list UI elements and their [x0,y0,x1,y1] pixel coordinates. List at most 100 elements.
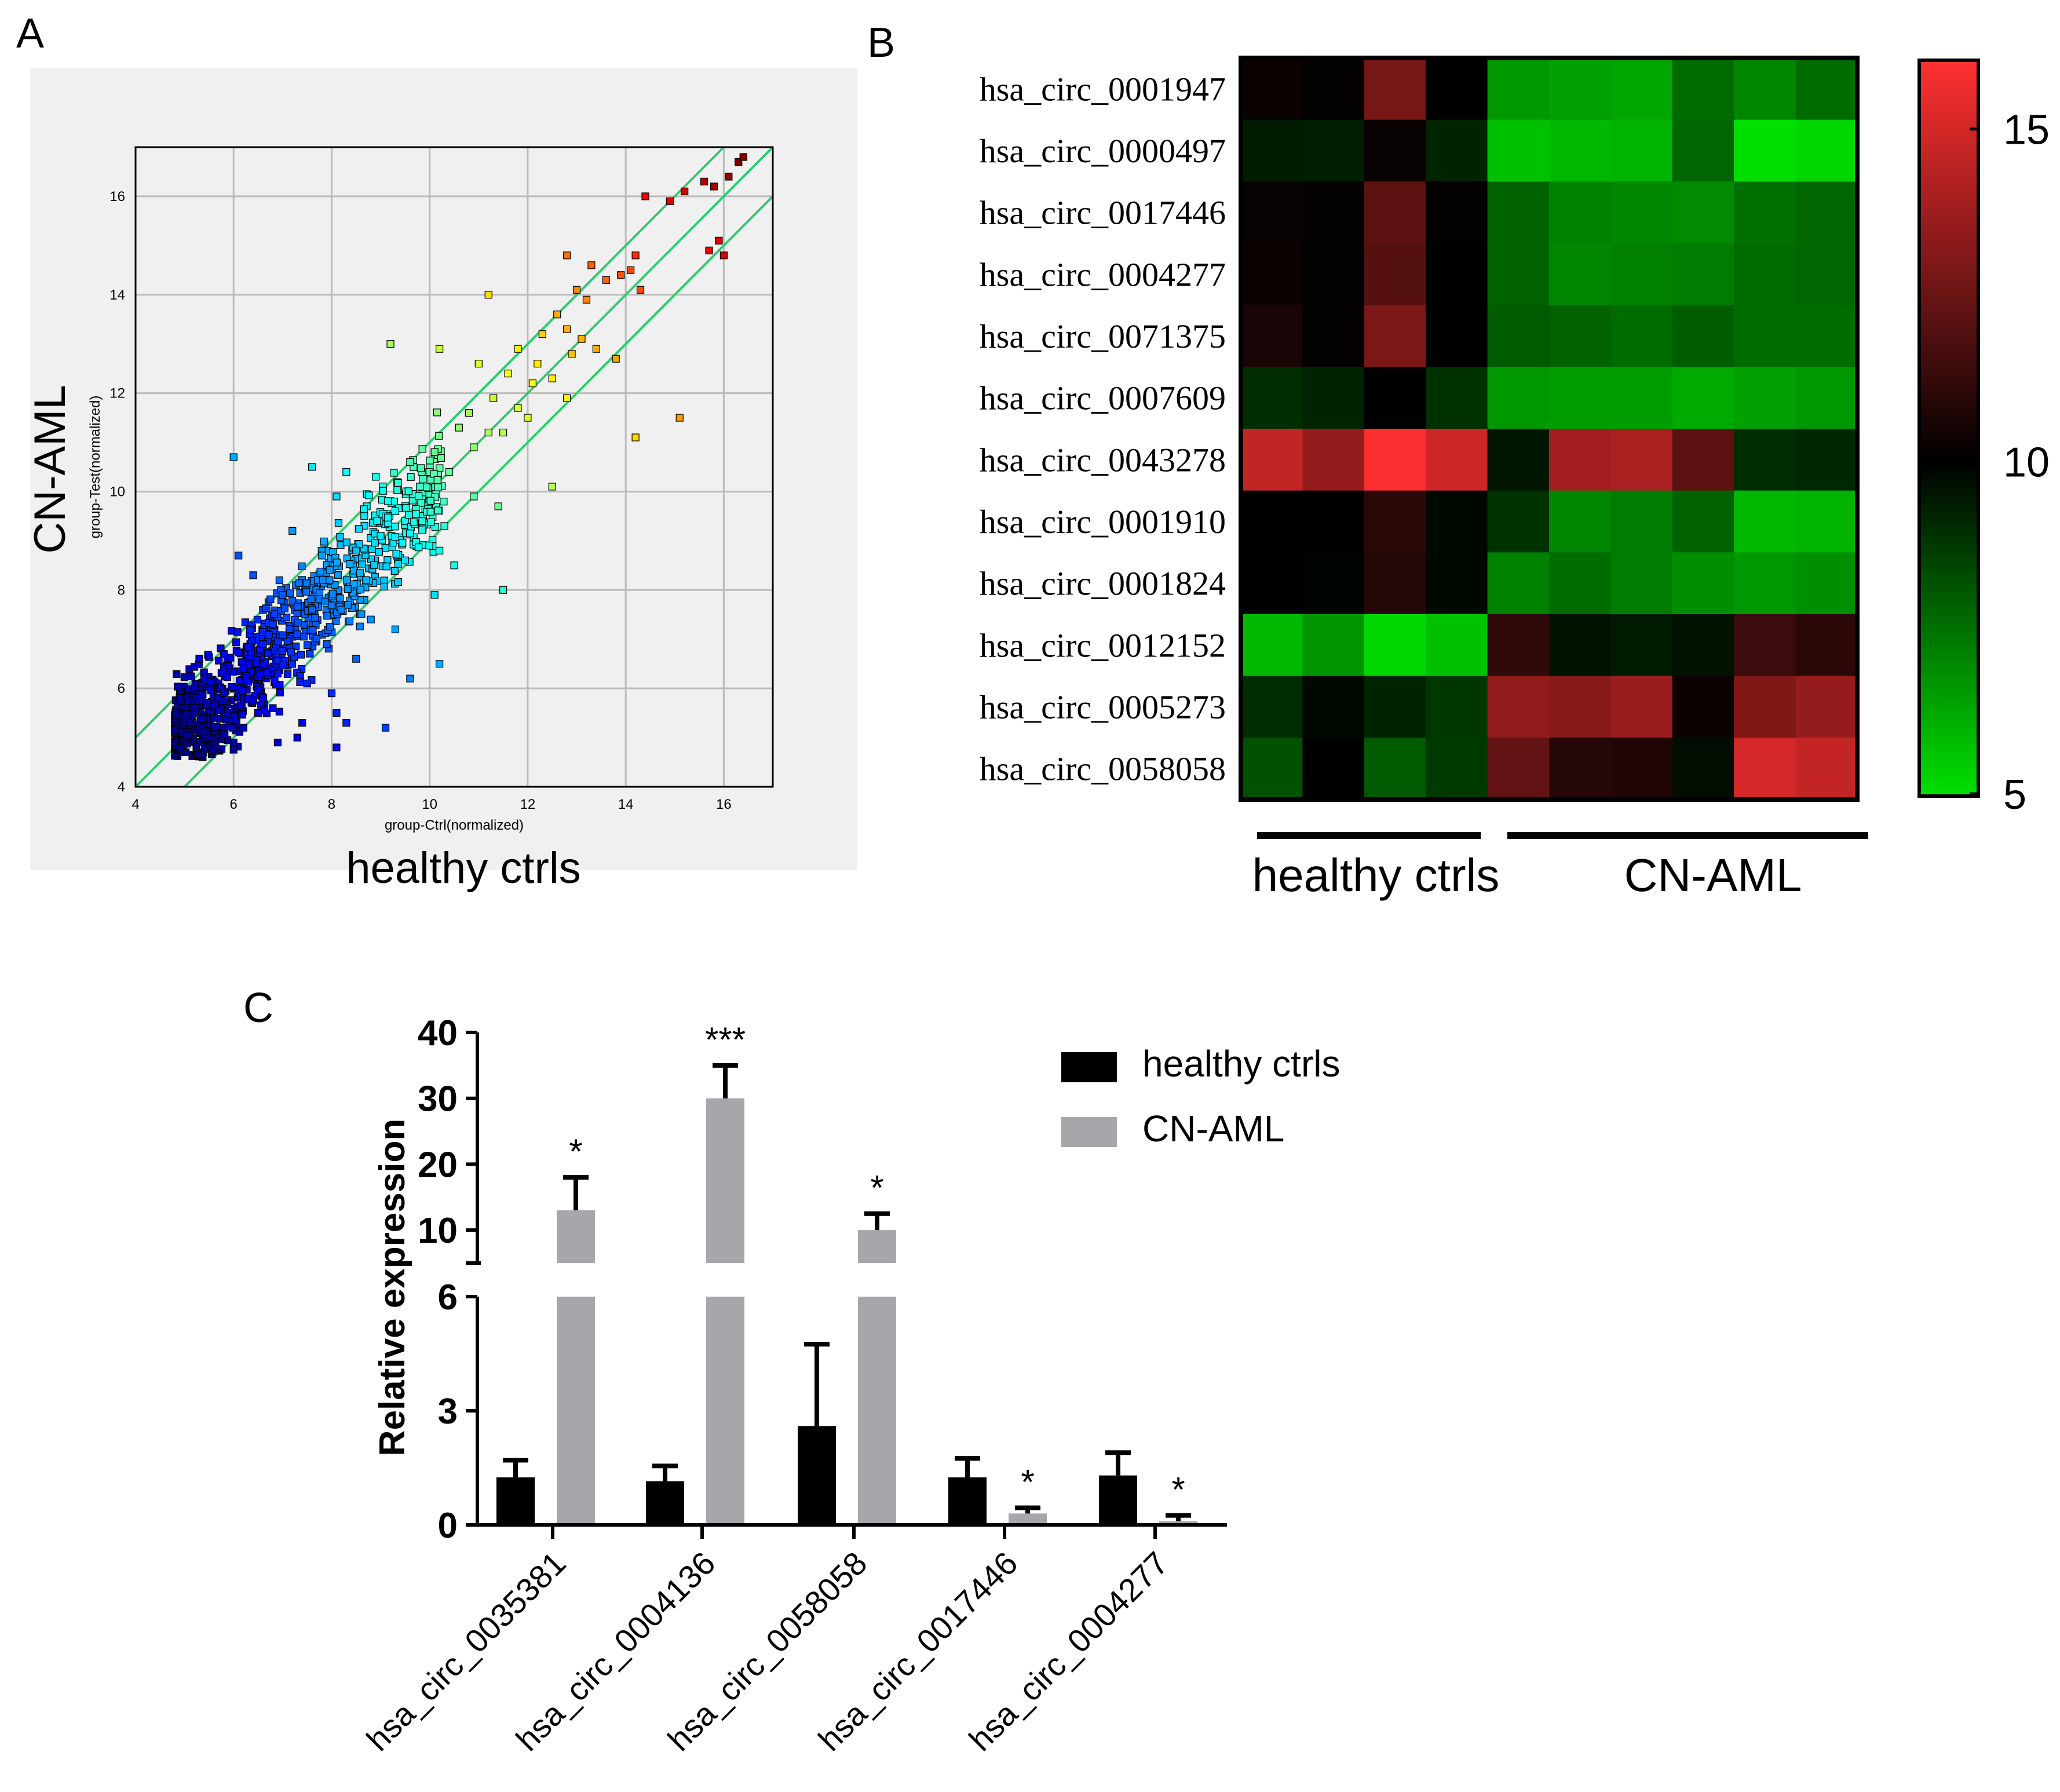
scatter-point [342,468,350,476]
scatter-point [246,626,254,634]
scatter-point [455,424,463,432]
heatmap-cell [1302,490,1365,553]
scatter-point [415,492,423,501]
heatmap-row-label: hsa_circ_0001910 [980,503,1226,541]
heatmap-cell [1795,676,1858,738]
significance-mark: *** [705,1020,746,1059]
panel-label-c: C [243,985,273,1031]
scatter-points [171,153,747,761]
scatter-point [384,497,392,505]
scatter-point [587,261,596,269]
scatter-point [273,656,282,665]
scatter-point [171,738,179,746]
scatter-ytick-label: 6 [118,681,125,696]
heatmap-cell [1549,58,1611,121]
scatter-point [297,651,305,659]
heatmap-cell [1487,552,1550,615]
heatmap-cell [1672,614,1734,677]
scatter-point [367,615,375,623]
heatmap-row-label: hsa_circ_0071375 [980,317,1226,355]
scatter-point [710,183,718,191]
scatter-outer-xlabel: healthy ctrls [346,844,581,893]
heatmap-panel: B hsa_circ_0001947hsa_circ_0000497hsa_ci… [867,20,2050,901]
scatter-point [430,591,439,599]
scatter-point [357,610,366,618]
heatmap-cell [1426,305,1488,367]
scatter-point [345,617,354,625]
scatter-point [436,660,444,668]
scatter-xtick-label: 10 [422,797,437,812]
scatter-xtick-label: 16 [716,797,732,812]
scatter-point [215,656,223,665]
scatter-point [370,561,378,569]
heatmap-cell [1487,243,1550,306]
scatter-ticks: 4 6 8 10 12 14 16 4 6 8 10 12 14 16 [109,189,731,812]
heatmap-cell [1549,490,1611,553]
heatmap-cell [1734,367,1796,429]
heatmap-cell [1795,305,1858,367]
scatter-point [390,567,399,575]
scatter-point [342,538,350,546]
scatter-point [287,648,295,656]
scatter-point [392,549,400,558]
scatter-ytick-label: 12 [109,386,125,402]
scatter-point [538,330,546,338]
scatter-point [410,518,418,526]
scatter-point [174,683,182,691]
scatter-point [484,291,492,299]
scatter-point [344,585,352,593]
scatter-point [273,670,282,678]
scatter-point [419,475,427,484]
heatmap-cell [1302,243,1365,306]
scatter-point [327,601,335,610]
scatter-point [207,687,215,695]
scatter-point [311,614,319,622]
scatter-point [171,726,179,734]
y-tick-label: 40 [418,1013,458,1053]
heatmap-row-label: hsa_circ_0007609 [980,379,1226,417]
heatmap-cell [1672,305,1734,367]
scatter-point [254,685,262,694]
scatter-point [214,706,222,714]
scatter-outer-ylabel: CN-AML [25,385,75,553]
scatter-point [345,560,354,568]
scatter-point [355,540,363,548]
heatmap-cell [1795,367,1858,429]
scatter-point [187,672,195,681]
scatter-point [288,527,297,535]
heatmap-cell [1734,614,1796,677]
scatter-point [417,464,425,472]
scatter-point [391,507,400,516]
scatter-point [182,710,191,718]
scatter-point [612,355,620,363]
heatmap-cell [1549,243,1611,306]
scatter-point [739,153,747,161]
scatter-point [412,510,420,518]
bar-ctrl [948,1477,987,1525]
scatter-panel: A 4 6 8 10 12 14 16 4 6 8 10 12 14 16 group-Ctrl(norm… [16,10,857,893]
scatter-point [391,533,399,541]
scatter-point [190,704,199,712]
scatter-point [283,614,291,622]
scatter-point [239,665,247,673]
scatter-point [303,680,311,688]
scatter-xtick-label: 12 [520,797,536,812]
scatter-point [534,360,542,368]
y-tick-label: 20 [418,1145,458,1185]
scatter-point [326,623,334,631]
scatter-point [259,640,267,648]
significance-mark: * [870,1169,883,1207]
scatter-point [391,523,399,531]
scatter-point [312,634,321,643]
scatter-point [401,556,409,564]
heatmap-cell [1734,490,1796,553]
scatter-point [236,701,244,710]
scatter-point [253,659,261,667]
scatter-ytick-label: 8 [118,582,125,598]
scatter-point [592,345,600,353]
scatter-point [221,730,229,738]
scatter-point [705,246,713,254]
heatmap-cell [1302,367,1365,429]
heatmap-cell [1487,614,1550,677]
scatter-point [210,714,218,722]
